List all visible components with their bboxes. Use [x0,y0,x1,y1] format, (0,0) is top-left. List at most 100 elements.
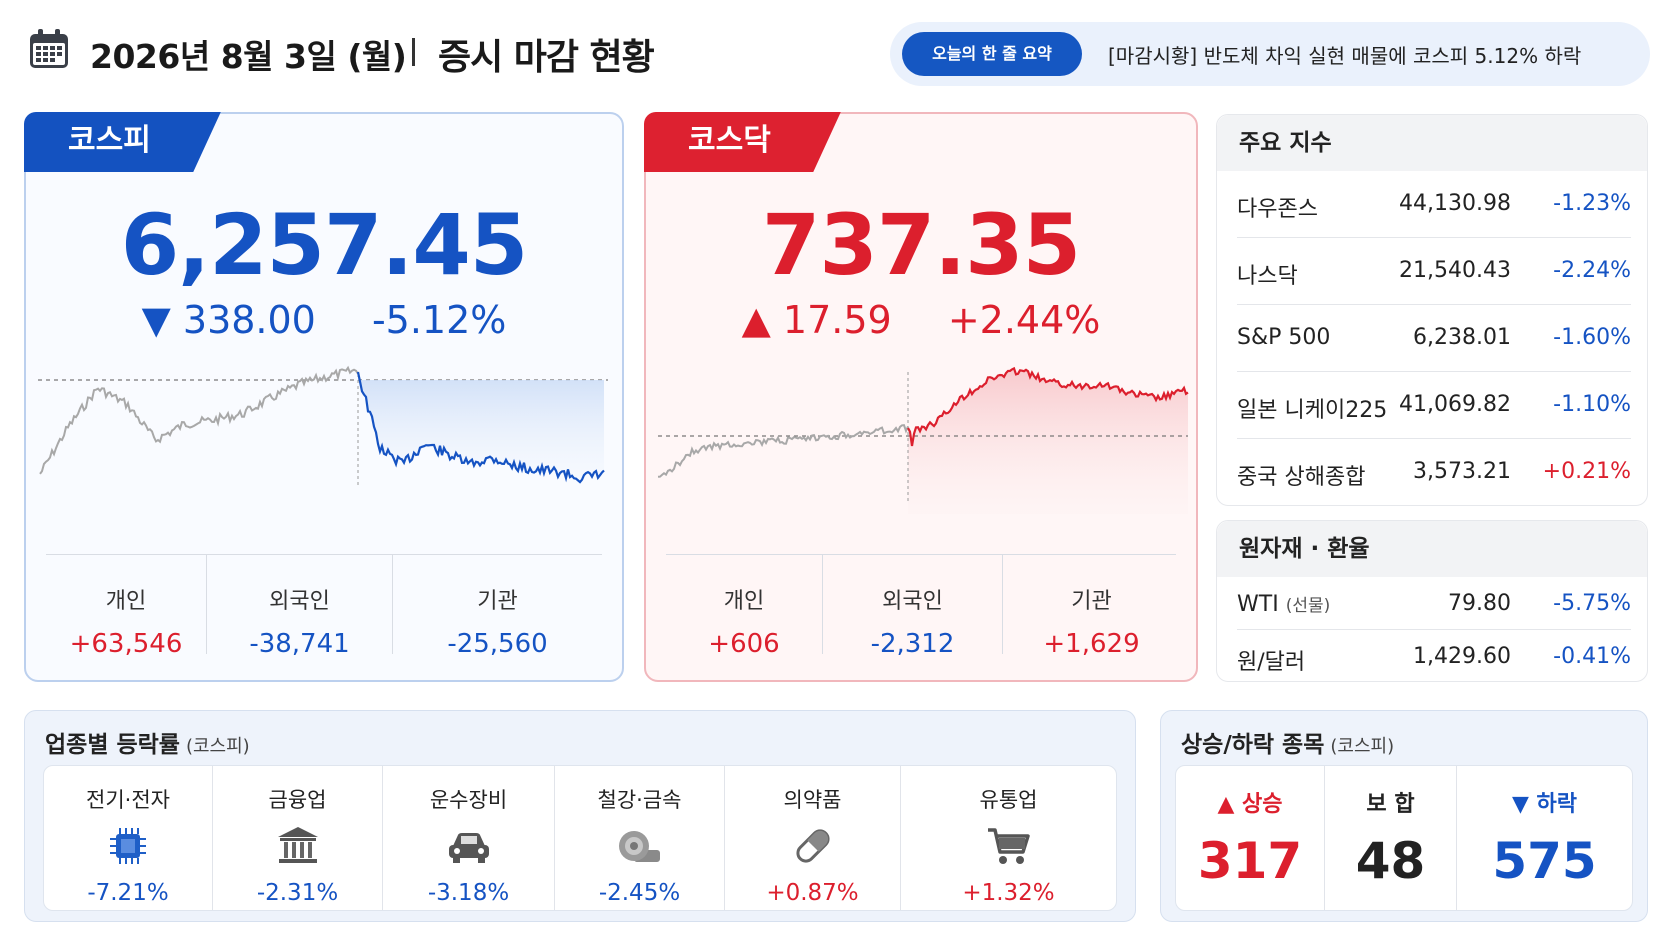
unchanged-label: 보 합 [1366,792,1415,817]
cart-icon [987,828,1030,864]
advance-decline-subtitle: (코스피) [1330,736,1395,757]
kospi-investor-institution: 기관 -25,560 [392,555,602,659]
sector-title: 업종별 등락률 (코스피) [45,725,250,759]
index-row[interactable]: S&P 500 6,238.01 -1.60% [1237,305,1631,372]
kosdaq-change-pct: +2.44% [947,298,1101,342]
index-value: 41,069.82 [1399,392,1511,417]
kospi-card[interactable]: 코스피 6,257.45 ▼ 338.00 -5.12% 개인 +63,546 … [24,112,624,682]
steel-roll-icon [618,831,660,862]
car-icon [448,833,489,863]
investor-label: 외국인 [269,589,330,614]
sector-change: -7.21% [87,880,169,906]
unchanged-count[interactable]: 보 합 48 [1324,766,1456,910]
decline-label-text: 하락 [1536,792,1578,817]
index-value: 21,540.43 [1399,258,1511,283]
sector-change: +1.32% [962,880,1055,906]
fx-name-sub: (선물) [1285,596,1331,616]
sector-title-text: 업종별 등락률 [45,732,180,758]
advance-value: 317 [1197,832,1303,890]
index-name: 나스닥 [1237,264,1298,289]
sector-item[interactable]: 유통업 +1.32% [900,766,1116,910]
kospi-investors: 개인 +63,546 외국인 -38,741 기관 -25,560 [46,554,602,659]
investor-label: 개인 [723,589,765,614]
investor-label: 외국인 [882,589,943,614]
kospi-change: ▼ 338.00 [141,298,316,342]
kosdaq-investor-institution: 기관 +1,629 [1002,555,1180,659]
advance-count[interactable]: ▲ 상승 317 [1176,766,1324,910]
kosdaq-investors: 개인 +606 외국인 -2,312 기관 +1,629 [666,554,1176,659]
index-row[interactable]: 나스닥 21,540.43 -2.24% [1237,238,1631,305]
kosdaq-line-morning [657,424,909,478]
index-name: S&P 500 [1237,325,1331,350]
sector-item[interactable]: 의약품 +0.87% [724,766,900,910]
investor-label: 기관 [477,589,518,614]
advance-decline-title-text: 상승/하락 종목 [1181,732,1325,758]
sector-item[interactable]: 철강·금속 -2.45% [554,766,724,910]
fx-name-main: WTI [1237,592,1279,617]
sector-name: 금융업 [268,788,327,812]
kospi-investor-individual: 개인 +63,546 [46,555,206,659]
calendar-icon [30,29,68,68]
kosdaq-change-row: ▲ 17.59 +2.44% [646,298,1196,342]
page-title: 증시 마감 현황 [438,37,655,78]
sector-item[interactable]: 전기·전자 -7.21% [44,766,212,910]
down-arrow-icon: ▼ [1511,792,1529,817]
index-change: -1.60% [1553,325,1631,350]
sector-change: -2.31% [256,880,339,906]
investor-label: 기관 [1071,589,1112,614]
kospi-value: 6,257.45 [120,196,529,294]
sector-item[interactable]: 운수장비 -3.18% [382,766,554,910]
decline-value: 575 [1492,832,1597,890]
advance-label-text: 상승 [1242,792,1283,817]
kospi-line-afternoon [356,371,605,484]
sector-panel: 업종별 등락률 (코스피) 전기·전자 -7.21% 금융업 [24,710,1136,922]
kosdaq-card[interactable]: 코스닥 737.35 ▲ 17.59 +2.44% 개인 +606 외국인 -2… [644,112,1198,682]
kosdaq-tab: 코스닥 [644,112,841,172]
kosdaq-change: ▲ 17.59 [741,298,892,342]
up-arrow-icon: ▲ [1217,792,1235,817]
unchanged-value: 48 [1355,832,1426,890]
sector-item[interactable]: 금융업 -2.31% [212,766,382,910]
investor-value: -25,560 [447,629,548,659]
fx-row[interactable]: WTI (선물) 79.80 -5.75% [1237,577,1631,630]
sector-name: 의약품 [783,788,842,812]
index-name: 중국 상해종합 [1237,465,1366,490]
index-change: -1.23% [1553,191,1631,216]
sector-change: -3.18% [427,880,510,906]
summary-banner: 오늘의 한 줄 요약 [마감시황] 반도체 차익 실현 매물에 코스피 5.12… [890,22,1650,86]
header: 2026년 8월 3일 (월) 증시 마감 현황 오늘의 한 줄 요약 [마감시… [28,22,1650,92]
fx-name: WTI (선물) [1237,591,1330,617]
sector-name: 운수장비 [429,788,508,812]
index-value: 44,130.98 [1399,191,1511,216]
kosdaq-investor-foreign: 외국인 -2,312 [822,555,1002,659]
kospi-line-morning [39,365,359,475]
index-row[interactable]: 다우존스 44,130.98 -1.23% [1237,171,1631,238]
kosdaq-value: 737.35 [761,196,1081,294]
fx-row[interactable]: 원/달러 1,429.60 -0.41% [1237,630,1631,683]
kosdaq-line-afternoon [907,366,1189,447]
sector-change: -2.45% [598,880,681,906]
kospi-area-fill [358,372,604,483]
index-change: -2.24% [1553,258,1631,283]
fx-title: 원자재 · 환율 [1217,521,1647,577]
decline-count[interactable]: ▼ 하락 575 [1456,766,1632,910]
investor-value: -2,312 [870,629,955,659]
major-indices-panel: 주요 지수 다우존스 44,130.98 -1.23% 나스닥 21,540.4… [1216,114,1648,506]
summary-text[interactable]: [마감시황] 반도체 차익 실현 매물에 코스피 5.12% 하락 [1108,44,1582,68]
index-row[interactable]: 일본 니케이225 41,069.82 -1.10% [1237,372,1631,439]
chip-icon [110,828,146,864]
investor-label: 개인 [105,589,147,614]
investor-value: +1,629 [1043,629,1140,659]
fx-change: -5.75% [1553,591,1631,616]
decline-label: ▼ 하락 [1457,786,1632,818]
advance-decline-panel: 상승/하락 종목 (코스피) ▲ 상승 317 보 합 48 ▼ 하락 575 [1160,710,1648,922]
advance-decline-counts: ▲ 상승 317 보 합 48 ▼ 하락 575 [1175,765,1633,911]
fx-name: 원/달러 [1237,650,1306,675]
major-indices-title: 주요 지수 [1217,115,1647,171]
sector-list: 전기·전자 -7.21% 금융업 -2 [43,765,1117,911]
index-row[interactable]: 중국 상해종합 3,573.21 +0.21% [1237,439,1631,506]
investor-value: +606 [708,629,780,659]
index-value: 3,573.21 [1413,459,1511,484]
index-name: 다우존스 [1237,197,1318,222]
advance-label: ▲ 상승 [1176,786,1324,818]
